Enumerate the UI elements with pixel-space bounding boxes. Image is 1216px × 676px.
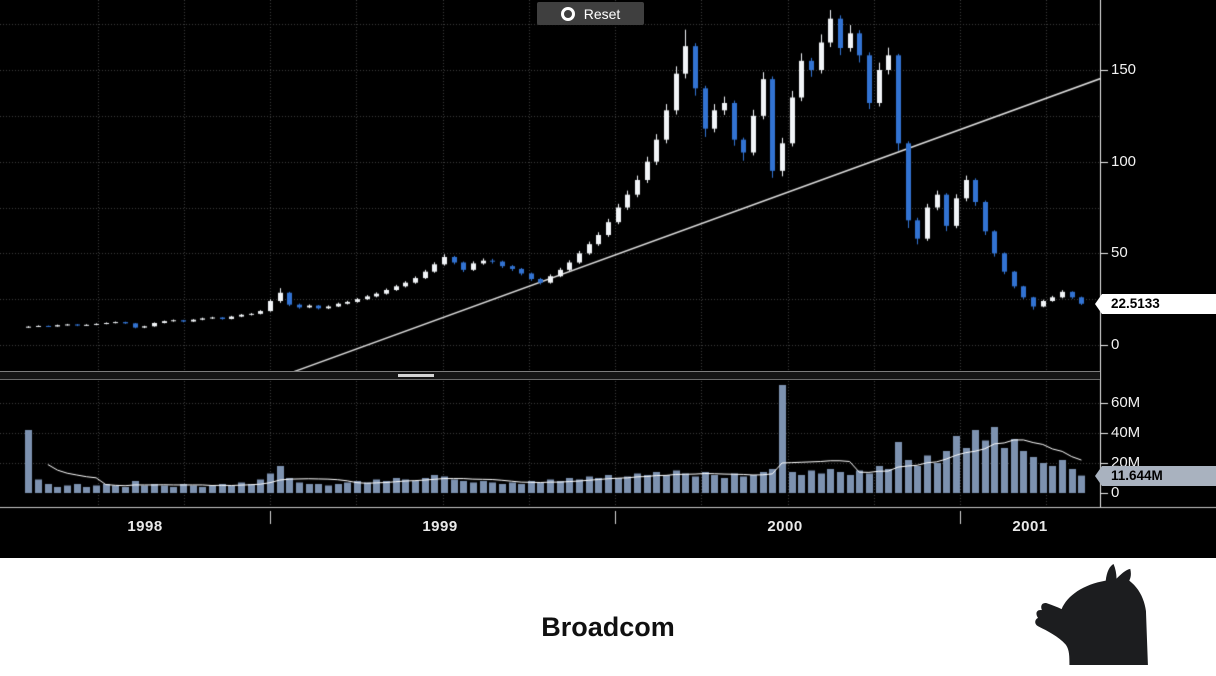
price-tick-100: 100: [1111, 153, 1137, 170]
volume-tick-40m: 40M: [1111, 424, 1141, 441]
price-tick-50: 50: [1111, 244, 1128, 261]
price-volume-chart-canvas[interactable]: [0, 0, 1216, 558]
year-label-1999: 1999: [422, 518, 458, 535]
volume-tick-60m: 60M: [1111, 394, 1141, 411]
chart-title: Broadcom: [541, 612, 675, 642]
year-label-2000: 2000: [767, 518, 803, 535]
splitter-grip-icon: [398, 374, 434, 377]
volume-tick-0: 0: [1111, 484, 1120, 501]
last-price-flag: 22.5133: [1095, 294, 1216, 314]
footer-banner: Broadcom: [0, 558, 1216, 676]
price-tick-0: 0: [1111, 336, 1120, 353]
chart-area: Reset 150 100 50 0 60M 40M 20M 0 22.5133…: [0, 0, 1216, 558]
pane-splitter[interactable]: [0, 371, 1100, 380]
reset-button-label: Reset: [583, 5, 621, 22]
target-circle-icon: [560, 6, 575, 21]
year-label-1998: 1998: [127, 518, 163, 535]
year-label-2001: 2001: [1012, 518, 1048, 535]
last-volume-flag: 11.644M: [1095, 466, 1216, 486]
price-tick-150: 150: [1111, 61, 1137, 78]
reset-button[interactable]: Reset: [537, 2, 644, 25]
horse-head-logo: [1035, 563, 1148, 665]
